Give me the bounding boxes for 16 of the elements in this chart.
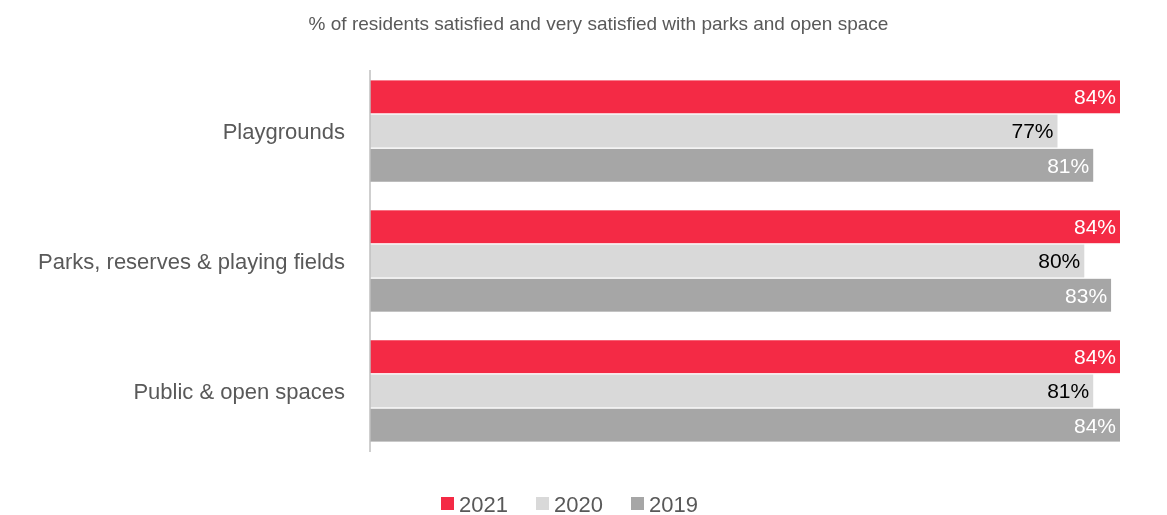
data-label: 84% <box>1073 85 1116 109</box>
chart-title: % of residents satisfied and very satisfied with parks and open space <box>308 13 889 34</box>
legend-label: 2019 <box>649 491 698 515</box>
legend-label: 2021 <box>459 491 508 515</box>
data-label: 83% <box>1065 283 1108 307</box>
data-label: 77% <box>1011 119 1054 143</box>
y-tick-label: Parks, reserves & playing fields <box>38 248 345 274</box>
y-tick-label: Public & open spaces <box>133 378 345 404</box>
data-label: 80% <box>1038 249 1081 273</box>
data-label: 81% <box>1047 153 1090 177</box>
data-label: 84% <box>1073 215 1116 239</box>
legend-label: 2020 <box>554 491 603 515</box>
y-tick-label: Playgrounds <box>222 118 345 144</box>
data-label: 84% <box>1073 345 1116 369</box>
data-label: 84% <box>1073 413 1116 437</box>
data-label: 81% <box>1047 379 1090 403</box>
